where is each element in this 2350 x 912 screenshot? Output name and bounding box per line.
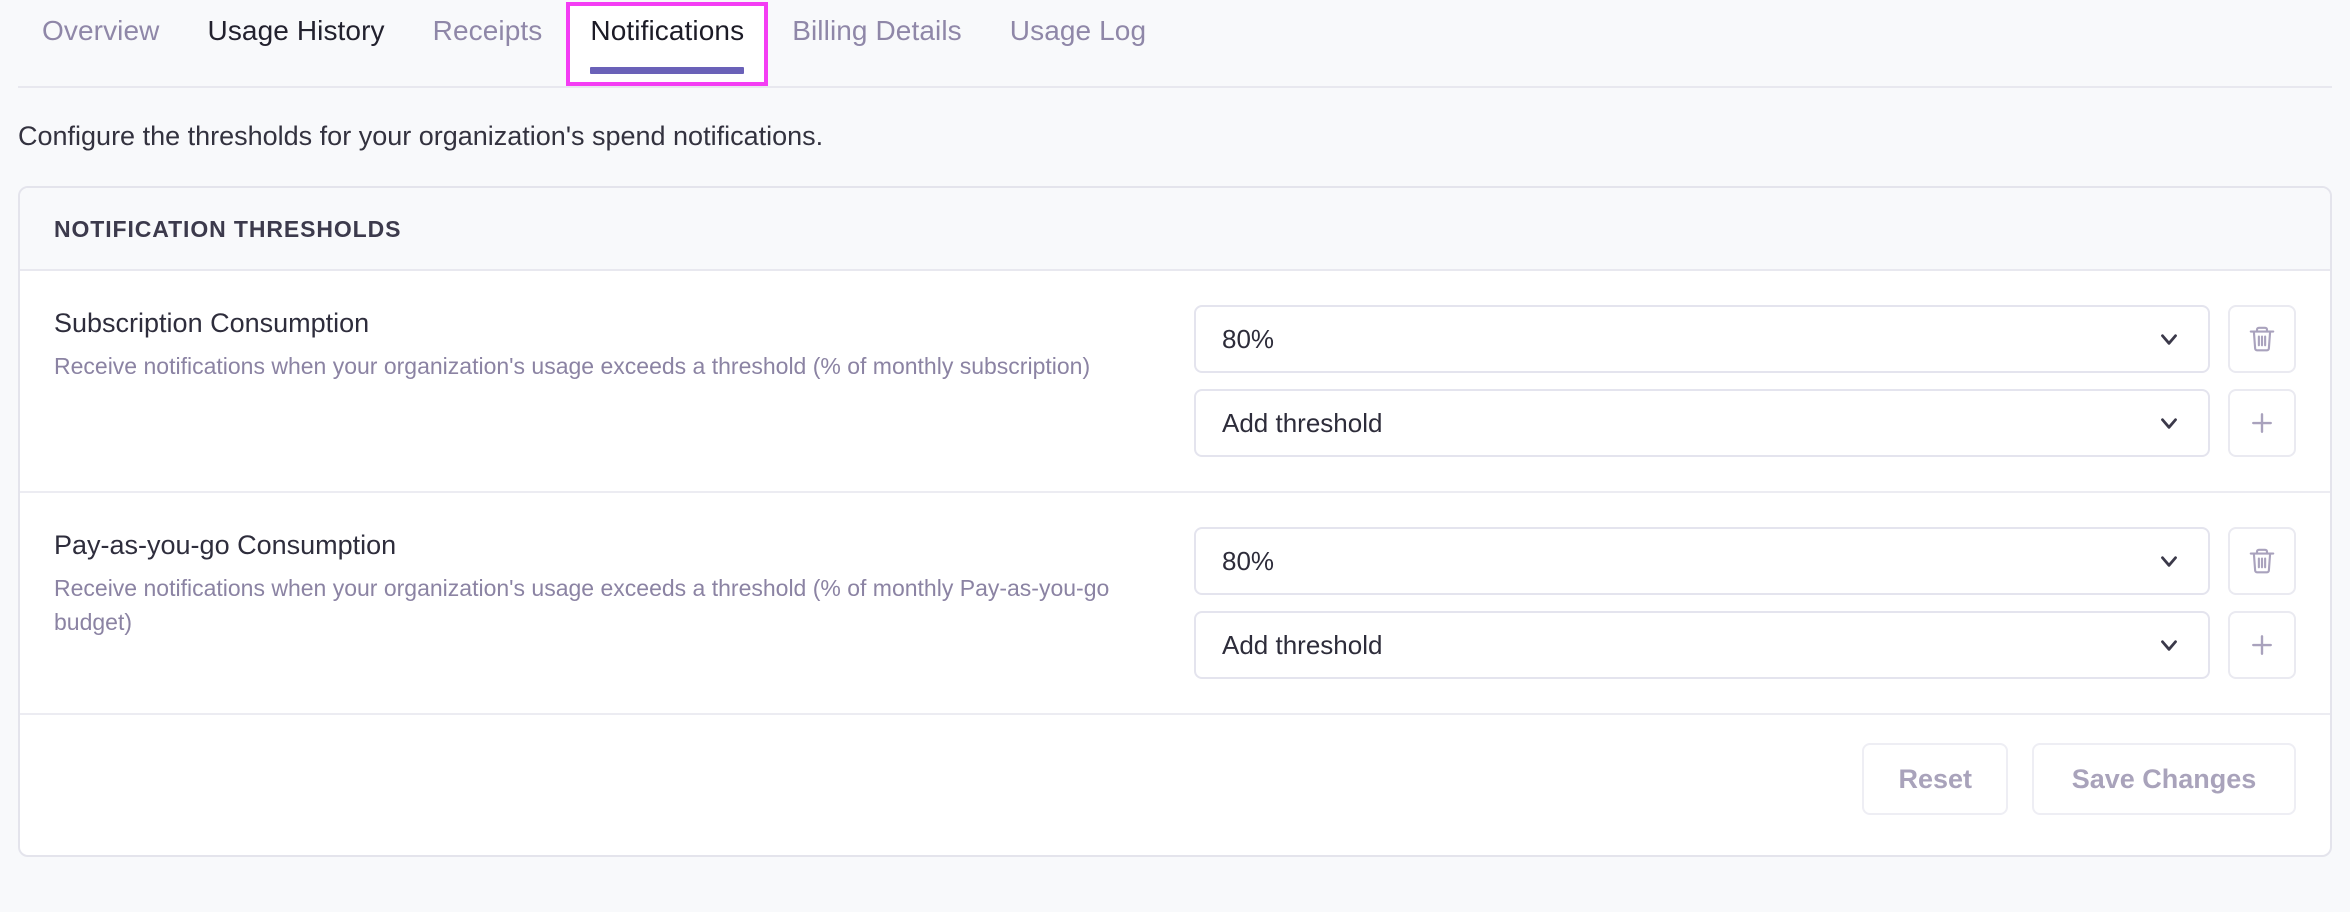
delete-threshold-button[interactable] bbox=[2228, 305, 2296, 373]
add-threshold-label: Add threshold bbox=[1222, 630, 1383, 660]
chevron-down-icon bbox=[2156, 326, 2182, 352]
card-header: NOTIFICATION THRESHOLDS bbox=[20, 188, 2330, 271]
threshold-title: Subscription Consumption bbox=[54, 308, 370, 338]
tab-receipts[interactable]: Receipts bbox=[409, 0, 567, 86]
add-threshold-button[interactable] bbox=[2228, 389, 2296, 457]
tab-usage-history-label: Usage History bbox=[207, 15, 385, 46]
chevron-down-icon bbox=[2156, 410, 2182, 436]
threshold-description: Receive notifications when your organiza… bbox=[54, 353, 1091, 379]
threshold-row: Subscription Consumption Receive notific… bbox=[20, 271, 2330, 493]
tab-billing-details[interactable]: Billing Details bbox=[768, 0, 986, 86]
trash-icon bbox=[2247, 546, 2277, 576]
add-threshold-label: Add threshold bbox=[1222, 408, 1383, 438]
threshold-description: Receive notifications when your organiza… bbox=[54, 575, 1110, 635]
trash-icon bbox=[2247, 324, 2277, 354]
tab-usage-history[interactable]: Usage History bbox=[184, 0, 409, 86]
tab-bar: Overview Usage History Receipts Notifica… bbox=[0, 0, 2350, 100]
plus-icon bbox=[2247, 630, 2277, 660]
threshold-control-line: 80% bbox=[1194, 527, 2296, 595]
add-threshold-select[interactable]: Add threshold bbox=[1194, 389, 2210, 457]
plus-icon bbox=[2247, 408, 2277, 438]
threshold-value-label: 80% bbox=[1222, 324, 1275, 354]
active-tab-underline bbox=[590, 67, 745, 74]
reset-button[interactable]: Reset bbox=[1862, 743, 2008, 815]
tab-receipts-label: Receipts bbox=[432, 15, 543, 46]
threshold-value-select[interactable]: 80% bbox=[1194, 305, 2210, 373]
threshold-value-label: 80% bbox=[1222, 546, 1275, 576]
add-threshold-button[interactable] bbox=[2228, 611, 2296, 679]
card-header-title: NOTIFICATION THRESHOLDS bbox=[54, 216, 402, 242]
chevron-down-icon bbox=[2156, 548, 2182, 574]
save-changes-button[interactable]: Save Changes bbox=[2032, 743, 2296, 815]
card-actions: Reset Save Changes bbox=[20, 715, 2330, 855]
threshold-control-line: 80% bbox=[1194, 305, 2296, 373]
threshold-value-select[interactable]: 80% bbox=[1194, 527, 2210, 595]
threshold-title: Pay-as-you-go Consumption bbox=[54, 530, 397, 560]
tab-usage-log[interactable]: Usage Log bbox=[986, 0, 1170, 86]
tab-notifications[interactable]: Notifications bbox=[566, 0, 769, 86]
threshold-info: Subscription Consumption Receive notific… bbox=[54, 303, 1194, 383]
threshold-row: Pay-as-you-go Consumption Receive notifi… bbox=[20, 493, 2330, 715]
chevron-down-icon bbox=[2156, 632, 2182, 658]
delete-threshold-button[interactable] bbox=[2228, 527, 2296, 595]
add-threshold-control-line: Add threshold bbox=[1194, 611, 2296, 679]
tab-overview[interactable]: Overview bbox=[18, 0, 184, 86]
tab-usage-log-label: Usage Log bbox=[1009, 15, 1147, 46]
notification-thresholds-card: NOTIFICATION THRESHOLDS Subscription Con… bbox=[18, 186, 2332, 857]
add-threshold-control-line: Add threshold bbox=[1194, 389, 2296, 457]
add-threshold-select[interactable]: Add threshold bbox=[1194, 611, 2210, 679]
tab-billing-details-label: Billing Details bbox=[792, 15, 962, 46]
tab-notifications-label: Notifications bbox=[590, 15, 745, 46]
threshold-controls: 80% bbox=[1194, 525, 2296, 679]
tab-list: Overview Usage History Receipts Notifica… bbox=[18, 0, 1170, 86]
page-description: Configure the thresholds for your organi… bbox=[18, 121, 824, 151]
threshold-controls: 80% bbox=[1194, 303, 2296, 457]
tab-overview-label: Overview bbox=[42, 15, 160, 46]
threshold-info: Pay-as-you-go Consumption Receive notifi… bbox=[54, 525, 1194, 639]
